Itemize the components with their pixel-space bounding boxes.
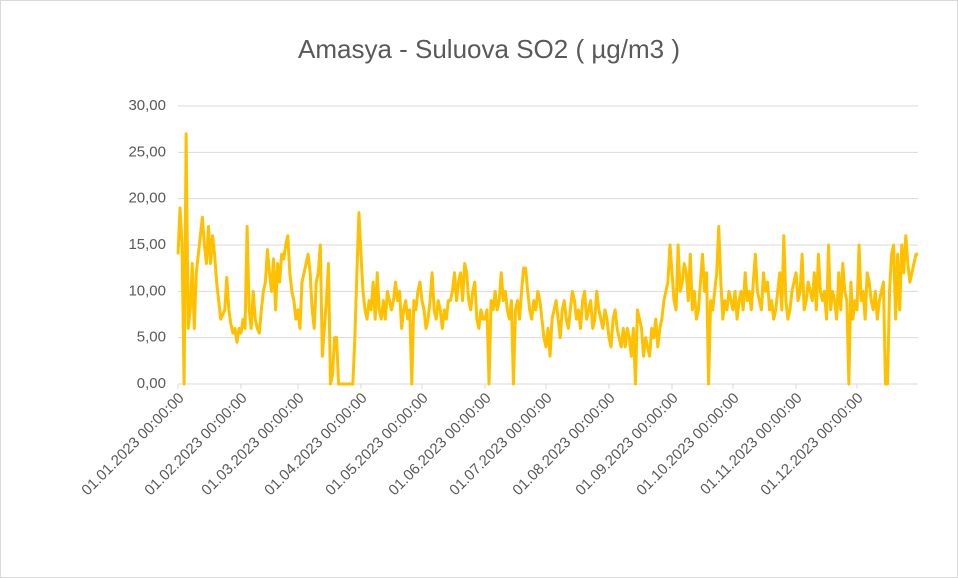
y-tick-label: 25,00 [128, 143, 166, 160]
data-line [176, 132, 918, 386]
y-tick-label: 30,00 [128, 97, 166, 114]
y-tick-label: 20,00 [128, 190, 166, 207]
y-tick-label: 5,00 [137, 329, 166, 346]
y-tick-label: 0,00 [137, 375, 166, 392]
y-tick-label: 10,00 [128, 282, 166, 299]
chart-title: Amasya - Suluova SO2 ( µg/m3 ) [298, 34, 680, 64]
y-tick-label: 15,00 [128, 236, 166, 253]
